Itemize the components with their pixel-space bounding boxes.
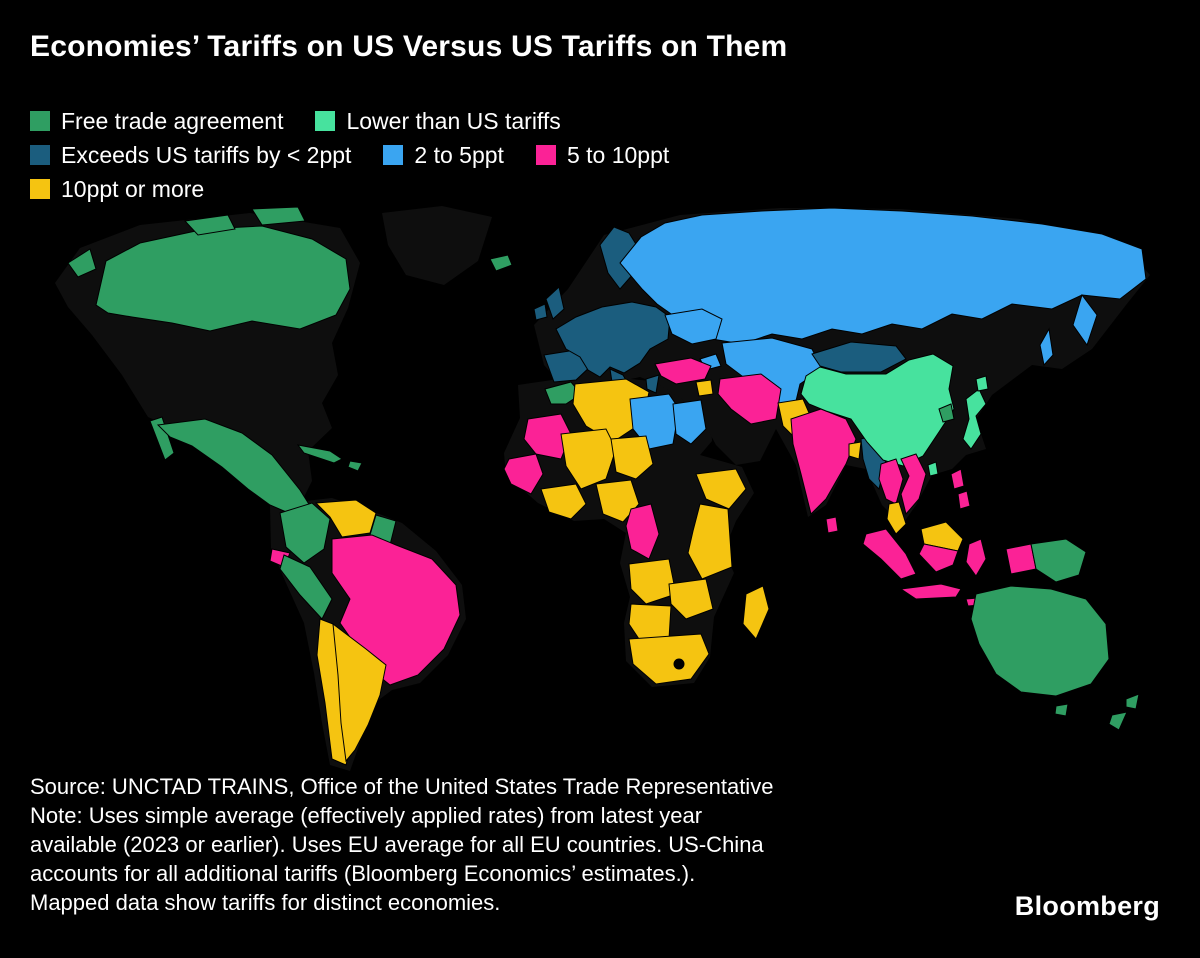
region-java <box>899 583 962 600</box>
region-madagascar <box>742 585 770 640</box>
legend-swatch-fta <box>30 111 50 131</box>
region-sulawesi <box>965 538 987 577</box>
legend-row-1: Free trade agreement Lower than US tarif… <box>30 104 669 138</box>
source-line-5: Mapped data show tariffs for distinct ec… <box>30 890 501 915</box>
legend-item-p10plus: 10ppt or more <box>30 176 204 203</box>
source-line-4: accounts for all additional tariffs (Blo… <box>30 861 696 886</box>
legend-row-3: 10ppt or more <box>30 172 669 206</box>
source-note: Source: UNCTAD TRAINS, Office of the Uni… <box>30 772 773 917</box>
region-mali <box>560 428 617 490</box>
legend-item-exceed2: Exceeds US tariffs by < 2ppt <box>30 142 351 169</box>
region-angola <box>628 558 677 605</box>
legend-swatch-p10plus <box>30 179 50 199</box>
region-philippines-north <box>950 468 965 490</box>
region-canada-arctic-island-2 <box>251 206 306 226</box>
region-sakhalin <box>1039 327 1054 367</box>
region-ireland <box>533 303 548 321</box>
region-canada-west-island <box>67 248 97 278</box>
legend-swatch-p5to10 <box>535 145 556 165</box>
legend-item-fta: Free trade agreement <box>30 108 283 135</box>
region-taiwan <box>927 461 939 477</box>
region-china <box>800 353 955 467</box>
region-libya <box>629 393 680 450</box>
region-india <box>790 408 857 515</box>
region-borneo-south <box>918 543 959 573</box>
region-ukraine <box>664 308 723 345</box>
legend-swatch-exceed2 <box>30 145 50 165</box>
source-line-2: Note: Uses simple average (effectively a… <box>30 803 703 828</box>
region-new-zealand-north <box>1125 693 1140 710</box>
legend: Free trade agreement Lower than US tarif… <box>30 104 669 206</box>
silhouette-greenland <box>382 206 492 285</box>
region-japan-honshu <box>962 388 987 450</box>
region-niger <box>610 435 654 480</box>
region-vietnam <box>900 453 927 516</box>
legend-label-fta: Free trade agreement <box>61 107 284 134</box>
source-line-3: available (2023 or earlier). Uses EU ave… <box>30 832 764 857</box>
region-dominican-republic <box>347 460 363 472</box>
region-kenya-tanzania <box>687 503 733 580</box>
region-south-korea <box>938 403 955 423</box>
legend-row-2: Exceeds US tariffs by < 2ppt 2 to 5ppt 5… <box>30 138 669 172</box>
region-baja-california <box>149 416 175 461</box>
legend-label-exceed2: Exceeds US tariffs by < 2ppt <box>61 141 352 168</box>
region-argentina <box>332 622 387 763</box>
region-venezuela <box>314 499 377 538</box>
page-title: Economies’ Tariffs on US Versus US Tarif… <box>30 30 788 63</box>
source-line-1: Source: UNCTAD TRAINS, Office of the Uni… <box>30 774 774 799</box>
region-iran <box>717 373 782 425</box>
region-senegal-guinea <box>503 453 544 495</box>
region-mongolia <box>811 341 907 373</box>
region-south-africa <box>628 633 710 685</box>
region-australia <box>970 585 1110 697</box>
legend-label-p2to5: 2 to 5ppt <box>414 141 504 168</box>
region-sumatra <box>862 528 917 580</box>
legend-label-p10plus: 10ppt or more <box>61 175 205 202</box>
region-sri-lanka <box>825 516 839 534</box>
region-iceland <box>489 254 513 272</box>
region-turkey <box>654 357 712 385</box>
legend-swatch-p2to5 <box>383 145 404 165</box>
region-colombia <box>279 502 331 564</box>
region-kamchatka <box>1072 293 1098 347</box>
region-syria <box>695 379 714 397</box>
region-canada-arctic-island-1 <box>183 214 236 236</box>
region-zambia-zimbabwe <box>668 578 714 620</box>
region-philippines-south <box>957 490 971 510</box>
region-borneo-north <box>920 521 964 552</box>
region-peru <box>279 554 333 620</box>
region-cameroon-gabon <box>625 503 660 560</box>
legend-label-lower: Lower than US tariffs <box>346 107 561 134</box>
region-bangladesh <box>848 441 862 460</box>
legend-item-p5to10: 5 to 10ppt <box>535 141 670 169</box>
region-lesotho <box>673 658 685 670</box>
bloomberg-logo: Bloomberg <box>1014 891 1160 921</box>
region-malay-peninsula <box>886 501 907 535</box>
legend-label-p5to10: 5 to 10ppt <box>566 141 670 168</box>
country-regions <box>67 206 1147 766</box>
region-tasmania <box>1054 703 1069 717</box>
region-mauritania <box>523 413 572 460</box>
region-uk <box>545 286 565 320</box>
region-papua-new-guinea <box>1030 538 1087 583</box>
legend-swatch-lower <box>315 111 336 131</box>
region-new-zealand-south <box>1108 711 1128 731</box>
region-ethiopia <box>695 468 747 510</box>
region-ghana-ivory-coast <box>540 483 587 520</box>
world-map <box>55 206 1150 771</box>
region-japan-hokkaido <box>975 375 989 392</box>
legend-item-lower: Lower than US tariffs <box>315 107 561 135</box>
region-cuba <box>296 444 343 464</box>
region-algeria <box>572 378 650 443</box>
region-greece <box>645 374 660 394</box>
region-egypt <box>672 399 707 445</box>
region-canada <box>95 225 351 332</box>
legend-item-p2to5: 2 to 5ppt <box>383 142 504 169</box>
region-europe-mainland <box>555 301 671 378</box>
